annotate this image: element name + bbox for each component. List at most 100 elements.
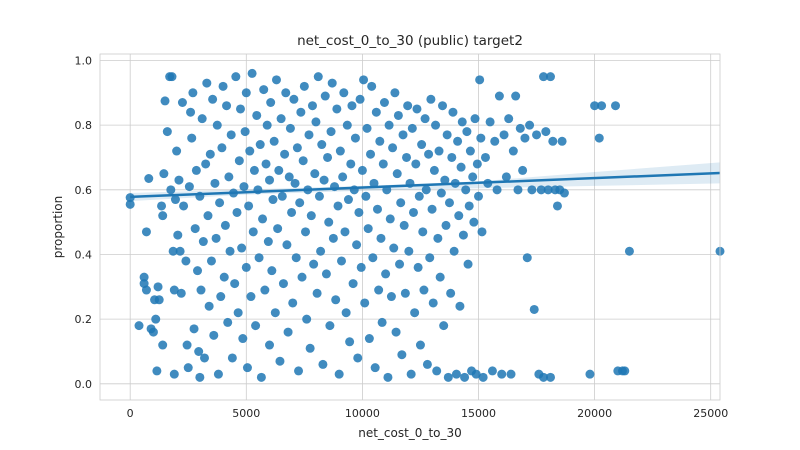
scatter-point-100 — [254, 253, 264, 263]
scatter-point-44 — [191, 165, 201, 175]
scatter-point-291 — [475, 75, 485, 85]
scatter-point-108 — [263, 237, 273, 247]
y-tick-label-4: 0.8 — [75, 119, 93, 132]
regression-line — [130, 171, 721, 199]
scatter-point-57 — [205, 149, 215, 159]
scatter-point-207 — [377, 317, 387, 327]
scatter-point-80 — [232, 207, 242, 217]
scatter-point-70 — [220, 220, 230, 230]
scatter-point-326 — [548, 136, 558, 146]
scatter-point-162 — [325, 321, 335, 331]
scatter-point-45 — [193, 266, 203, 276]
scatter-point-119 — [275, 356, 285, 366]
scatter-point-194 — [362, 123, 372, 133]
scatter-point-0 — [125, 193, 135, 203]
scatter-point-298 — [487, 366, 497, 376]
scatter-point-224 — [397, 350, 407, 360]
y-tick-label-0: 0.0 — [75, 378, 93, 391]
scatter-point-83 — [235, 104, 245, 114]
scatter-point-282 — [464, 201, 474, 211]
scatter-point-7 — [144, 173, 154, 183]
scatter-point-164 — [327, 78, 337, 88]
scatter-point-306 — [506, 369, 516, 379]
scatter-point-52 — [199, 353, 209, 363]
scatter-point-148 — [309, 259, 319, 269]
scatter-point-133 — [291, 253, 301, 263]
scatter-point-66 — [216, 292, 226, 302]
scatter-point-281 — [463, 259, 473, 269]
scatter-point-84 — [237, 243, 247, 253]
scatter-point-105 — [260, 285, 270, 295]
scatter-point-134 — [292, 143, 302, 153]
scatter-point-309 — [513, 185, 523, 195]
scatter-point-149 — [310, 169, 320, 179]
scatter-point-225 — [398, 130, 408, 140]
scatter-point-197 — [366, 149, 376, 159]
scatter-point-267 — [447, 152, 457, 162]
scatter-point-39 — [186, 107, 196, 117]
scatter-point-58 — [206, 256, 216, 266]
scatter-point-202 — [371, 107, 381, 117]
scatter-point-106 — [261, 159, 271, 169]
scatter-point-11 — [151, 314, 161, 324]
scatter-point-71 — [222, 101, 232, 111]
y-tick-label-5: 1.0 — [75, 54, 93, 67]
scatter-point-258 — [436, 188, 446, 198]
x-tick-label-3: 15000 — [461, 407, 496, 420]
scatter-point-314 — [525, 120, 535, 130]
x-tick-label-4: 20000 — [577, 407, 612, 420]
scatter-point-287 — [470, 114, 480, 124]
scatter-point-301 — [494, 91, 504, 101]
scatter-point-293 — [477, 227, 487, 237]
scatter-point-59 — [208, 94, 218, 104]
scatter-point-303 — [499, 130, 509, 140]
scatter-point-51 — [198, 237, 208, 247]
scatter-point-322 — [541, 127, 551, 137]
scatter-point-206 — [376, 233, 386, 243]
scatter-point-245 — [421, 185, 431, 195]
y-tick-label-3: 0.6 — [75, 184, 93, 197]
scatter-point-321 — [539, 72, 549, 82]
scatter-point-185 — [352, 240, 362, 250]
scatter-point-96 — [249, 165, 259, 175]
scatter-point-266 — [446, 288, 456, 298]
scatter-point-256 — [434, 146, 444, 156]
scatter-point-274 — [455, 301, 465, 311]
scatter-point-275 — [456, 162, 466, 172]
scatter-point-319 — [536, 185, 546, 195]
scatter-point-156 — [318, 359, 328, 369]
scatter-point-315 — [527, 185, 537, 195]
scatter-point-181 — [347, 101, 357, 111]
scatter-point-325 — [545, 372, 555, 382]
scatter-point-252 — [429, 165, 439, 175]
scatter-point-272 — [453, 136, 463, 146]
scatter-point-86 — [239, 182, 249, 192]
scatter-point-50 — [197, 114, 207, 124]
scatter-point-92 — [245, 146, 255, 156]
scatter-point-332 — [585, 369, 595, 379]
scatter-point-138 — [297, 272, 307, 282]
scatter-point-195 — [363, 224, 373, 234]
scatter-point-236 — [411, 159, 421, 169]
scatter-point-20 — [162, 127, 172, 137]
scatter-point-250 — [427, 204, 437, 214]
scatter-point-249 — [426, 94, 436, 104]
scatter-point-116 — [271, 75, 281, 85]
scatter-point-218 — [390, 88, 400, 98]
scatter-point-205 — [375, 136, 385, 146]
scatter-point-304 — [501, 172, 511, 182]
scatter-point-268 — [448, 107, 458, 117]
scatter-point-223 — [396, 198, 406, 208]
scatter-point-317 — [532, 130, 542, 140]
scatter-point-146 — [306, 211, 316, 221]
scatter-point-174 — [339, 88, 349, 98]
scatter-point-35 — [181, 256, 191, 266]
scatter-point-13 — [153, 282, 163, 292]
scatter-point-63 — [212, 120, 222, 130]
scatter-point-170 — [334, 369, 344, 379]
scatter-point-132 — [290, 178, 300, 188]
scatter-point-26 — [169, 285, 179, 295]
scatter-point-172 — [336, 256, 346, 266]
scatter-point-117 — [273, 224, 283, 234]
